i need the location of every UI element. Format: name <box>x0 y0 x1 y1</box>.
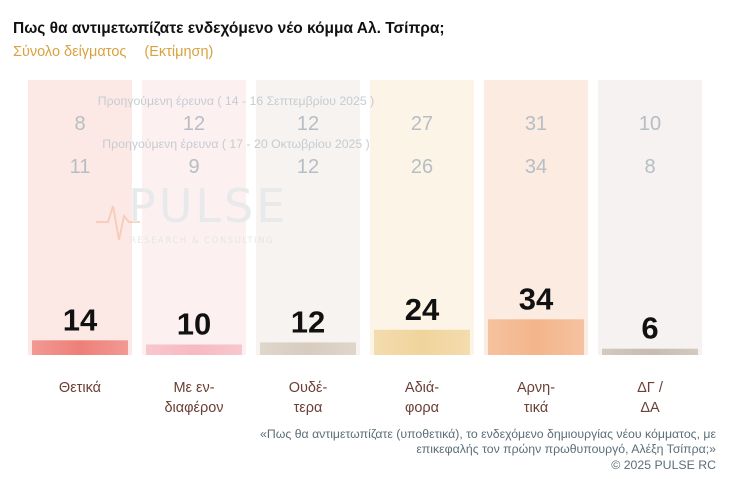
bar-value-label: 12 <box>291 304 325 339</box>
estimate-label: (Εκτίμηση) <box>144 44 214 60</box>
bar-value-label: 34 <box>519 281 554 316</box>
category-label: Θετικά <box>59 380 101 396</box>
category-label: Αρνη- <box>517 380 555 396</box>
bar-value-label: 14 <box>63 302 98 337</box>
column-background <box>484 80 588 355</box>
category-label: διαφέρον <box>164 400 223 416</box>
bar-chart: PULSE RESEARCH & CONSULTING Προηγούμενη έρ… <box>28 80 702 416</box>
bar <box>602 348 698 355</box>
bar <box>32 340 128 355</box>
category-label: τερα <box>294 400 323 416</box>
previous-survey-value: 27 <box>411 113 433 135</box>
chart-title: Πως θα αντιμετωπίζατε ενδεχόμενο νέο κόμ… <box>13 20 445 37</box>
previous-survey-label: Προηγούμενη έρευνα ( 14 - 16 Σεπτεμβρίου… <box>98 94 374 108</box>
previous-survey-value: 9 <box>188 156 199 178</box>
previous-survey-value: 11 <box>70 156 91 178</box>
category-label: φορα <box>405 400 439 416</box>
question-note: «Πως θα αντιμετωπίζατε (υποθετικά), το ε… <box>260 427 716 456</box>
bar <box>260 342 356 355</box>
previous-survey-value: 12 <box>297 113 319 135</box>
previous-survey-value: 26 <box>411 156 433 178</box>
previous-survey-value: 8 <box>74 113 85 135</box>
category-label: τικά <box>524 400 548 416</box>
bar-value-label: 24 <box>405 292 440 327</box>
bar <box>146 344 242 355</box>
previous-survey-value: 31 <box>525 113 547 135</box>
copyright: © 2025 PULSE RC <box>611 458 716 472</box>
previous-survey-value: 10 <box>639 113 661 135</box>
category-label: Ουδέ- <box>289 380 328 396</box>
previous-survey-value: 12 <box>297 156 319 178</box>
previous-survey-value: 8 <box>644 156 655 178</box>
watermark-brand: PULSE <box>128 179 288 233</box>
sample-label: Σύνολο δείγματος <box>13 44 127 60</box>
category-label: ΔΑ <box>640 400 660 416</box>
watermark-tagline: RESEARCH & CONSULTING <box>130 236 274 246</box>
watermark-pulse-icon <box>96 205 140 241</box>
column-background <box>370 80 474 355</box>
previous-survey-value: 34 <box>525 156 547 178</box>
column-background <box>256 80 360 355</box>
bar-value-label: 10 <box>177 307 211 342</box>
bar <box>488 319 584 355</box>
category-label: Με εν- <box>173 380 214 396</box>
column-background <box>598 80 702 355</box>
column-background <box>142 80 246 355</box>
bar <box>374 329 470 355</box>
bar-value-label: 6 <box>641 311 658 346</box>
previous-survey-value: 12 <box>183 113 205 135</box>
previous-survey-label: Προηγούμενη έρευνα ( 17 - 20 Οκτωβρίου 2… <box>102 137 369 151</box>
category-label: ΔΓ / <box>637 380 664 396</box>
category-label: Αδιά- <box>405 380 439 396</box>
chart-subtitle: Σύνολο δείγματος (Εκτίμηση) <box>13 44 227 60</box>
